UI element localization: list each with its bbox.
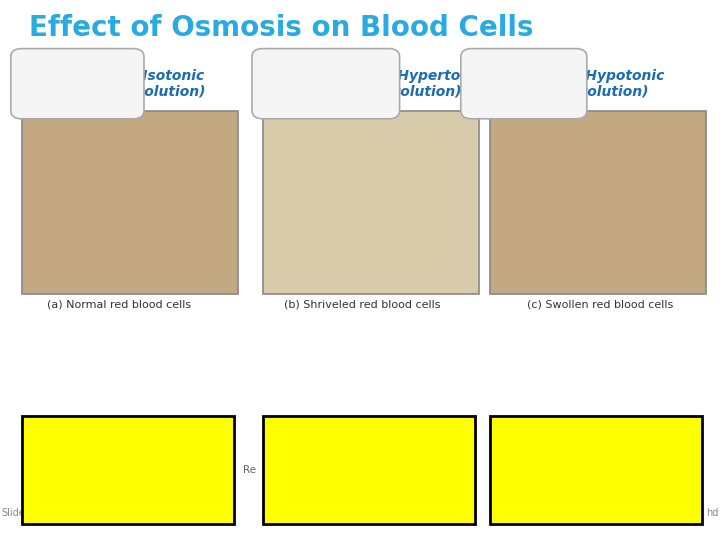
Text: (a) Normal red blood cells: (a) Normal red blood cells — [47, 300, 191, 310]
Text: Salt concentration
inside cell = salt
concentration outside.
Osmotic pressure = : Salt concentration inside cell = salt co… — [30, 424, 189, 491]
FancyBboxPatch shape — [263, 111, 479, 294]
Text: Hyposmotic
solution: Hyposmotic solution — [489, 70, 559, 98]
Text: (b) Shriveled red blood cells: (b) Shriveled red blood cells — [284, 300, 441, 310]
Text: (Isotonic
solution): (Isotonic solution) — [137, 69, 207, 99]
FancyBboxPatch shape — [22, 416, 234, 524]
Text: (Hypertonic
solution): (Hypertonic solution) — [392, 69, 485, 99]
Text: High salt concentration
outside cell – water
flows from inside cell to
outside. : High salt concentration outside cell – w… — [271, 424, 439, 491]
Text: Isosmotic
solution: Isosmotic solution — [50, 70, 105, 98]
Text: hd: hd — [706, 508, 719, 518]
FancyBboxPatch shape — [461, 49, 587, 119]
FancyBboxPatch shape — [490, 416, 702, 524]
FancyBboxPatch shape — [490, 111, 706, 294]
Text: (Hypotonic
solution): (Hypotonic solution) — [580, 69, 665, 99]
Text: Effect of Osmosis on Blood Cells: Effect of Osmosis on Blood Cells — [29, 14, 534, 42]
FancyBboxPatch shape — [11, 49, 144, 119]
Text: (c) Swollen red blood cells: (c) Swollen red blood cells — [526, 300, 673, 310]
Text: Re: Re — [243, 465, 256, 475]
FancyBboxPatch shape — [22, 111, 238, 294]
FancyBboxPatch shape — [252, 49, 400, 119]
Text: Slide: Slide — [1, 508, 25, 518]
Text: Hyperosmotic
solution: Hyperosmotic solution — [285, 70, 366, 98]
Text: Low or zero salt
concentration outside
cell – water flows into
cell. Cells expan: Low or zero salt concentration outside c… — [498, 424, 666, 491]
FancyBboxPatch shape — [263, 416, 475, 524]
